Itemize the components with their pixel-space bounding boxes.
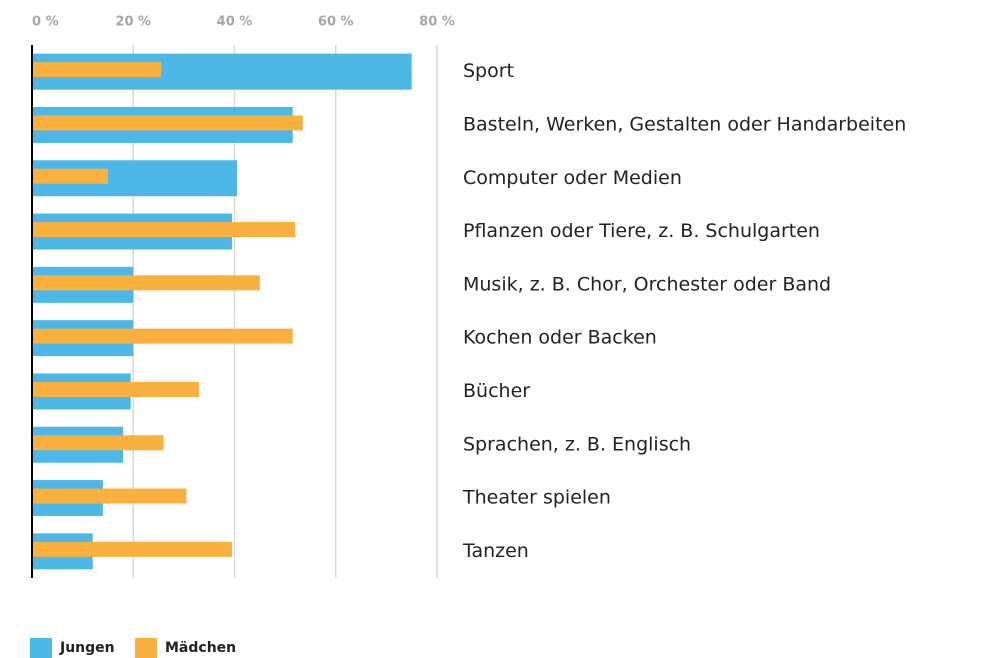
bar [32,381,200,397]
category-label: Tanzen [462,540,529,562]
bar [32,488,187,504]
legend-label: Jungen [59,640,115,656]
category-label: Sprachen, z. B. Englisch [463,433,691,455]
category-label: Basteln, Werken, Gestalten oder Handarbe… [463,113,906,135]
bar [32,62,162,78]
bar [32,541,232,557]
category-label: Theater spielen [462,487,611,509]
category-label: Pflanzen oder Tiere, z. B. Schulgarten [463,220,820,242]
x-tick-label: 60 % [318,15,354,30]
bar [32,435,164,451]
category-label: Computer oder Medien [463,167,682,189]
legend-swatch [135,638,157,658]
bar [32,168,108,184]
x-tick-label: 20 % [115,15,151,30]
legend-swatch [30,638,52,658]
category-label: Musik, z. B. Chor, Orchester oder Band [463,273,831,295]
bar [32,115,303,131]
bar [32,328,293,344]
bar [32,222,296,238]
x-tick-label: 0 % [32,15,59,30]
category-label: Bücher [463,380,530,402]
x-tick-label: 40 % [217,15,253,30]
bar [32,275,260,291]
category-label: Kochen oder Backen [463,327,657,349]
category-label: Sport [463,60,514,82]
x-tick-label: 80 % [419,15,455,30]
legend-label: Mädchen [165,640,236,656]
